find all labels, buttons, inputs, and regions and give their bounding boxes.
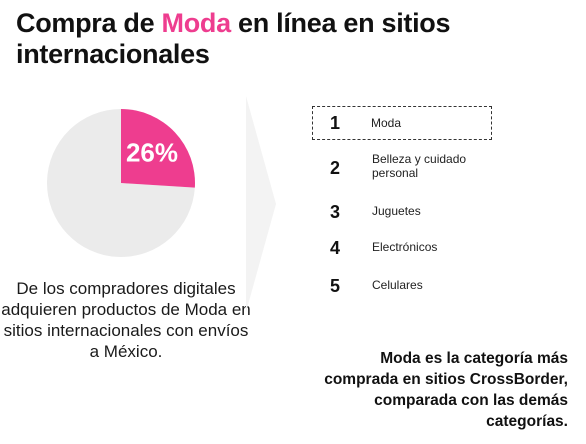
ranking-number: 2 [330,158,341,178]
title-highlight: Moda [161,8,232,38]
ranking-label: Juguetes [372,204,421,218]
pie-slice-1 [47,109,195,257]
title-prefix: Compra de [16,8,162,38]
ranking-label: Celulares [372,278,423,292]
footer-note: Moda es la categoría más comprada en sit… [324,350,568,430]
page-title: Compra de Moda en línea en sitios intern… [16,8,536,70]
chevron-arrow-icon [246,96,276,312]
pie-slice-label: 26% [126,138,178,168]
title-suffix: en línea en sitios internacionales [16,8,451,69]
ranking-item-3: 3 Juguetes [312,194,492,228]
ranking-number: 5 [330,276,341,296]
pie-description: De los compradores digitales adquieren p… [1,279,251,361]
ranking-item-5: 5 Celulares [312,268,492,302]
ranking-label: Moda [371,116,402,130]
ranking-number: 4 [330,238,341,258]
ranking-number: 3 [330,202,341,222]
ranking-label: Electrónicos [372,240,438,254]
ranking-number: 1 [330,113,341,133]
ranking-item-1: 1 Moda [312,106,492,140]
ranking-label: Belleza y cuidado personal [372,152,467,180]
pie-slice-0 [121,109,195,188]
pie-chart: 26% [47,109,195,257]
ranking-item-2: 2 Belleza y cuidado personal [312,150,492,184]
ranking-item-4: 4 Electrónicos [312,230,492,264]
